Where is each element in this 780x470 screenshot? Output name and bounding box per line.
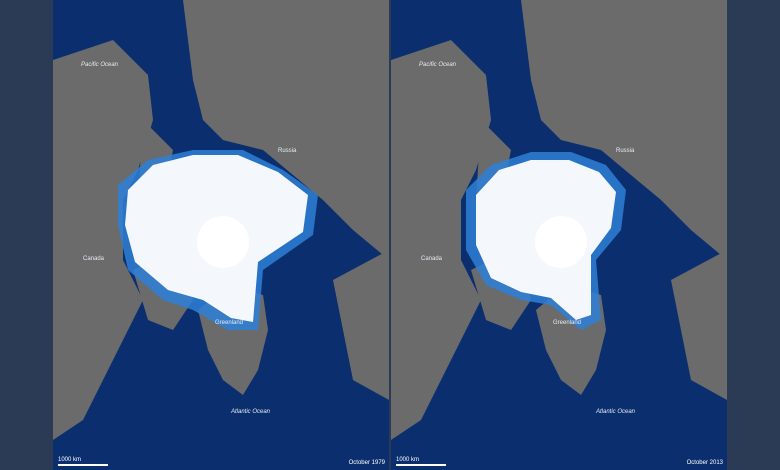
atlantic-ocean-label: Atlantic Ocean <box>596 409 636 415</box>
scale-bar: 1000 km <box>396 457 446 466</box>
date-label: October 2013 <box>686 460 723 466</box>
scale-label: 1000 km <box>396 457 420 463</box>
scale-bar: 1000 km <box>58 457 108 466</box>
atlantic-ocean-label: Atlantic Ocean <box>231 409 271 415</box>
pacific-ocean-label: Pacific Ocean <box>419 62 457 68</box>
scale-line <box>58 464 108 466</box>
arctic-map-2013 <box>391 0 727 470</box>
scale-line <box>396 464 446 466</box>
russia-label: Russia <box>616 148 635 154</box>
map-panel-1979: Pacific Ocean Russia Canada Greenland At… <box>53 0 389 470</box>
canada-label: Canada <box>421 256 443 262</box>
map-panel-2013: Pacific Ocean Russia Canada Greenland At… <box>391 0 727 470</box>
greenland-label: Greenland <box>553 320 582 326</box>
russia-label: Russia <box>278 148 297 154</box>
scale-label: 1000 km <box>58 457 82 463</box>
arctic-map-1979 <box>53 0 389 470</box>
date-label: October 1979 <box>348 460 385 466</box>
canada-label: Canada <box>83 256 105 262</box>
greenland-label: Greenland <box>215 320 244 326</box>
pacific-ocean-label: Pacific Ocean <box>81 62 119 68</box>
